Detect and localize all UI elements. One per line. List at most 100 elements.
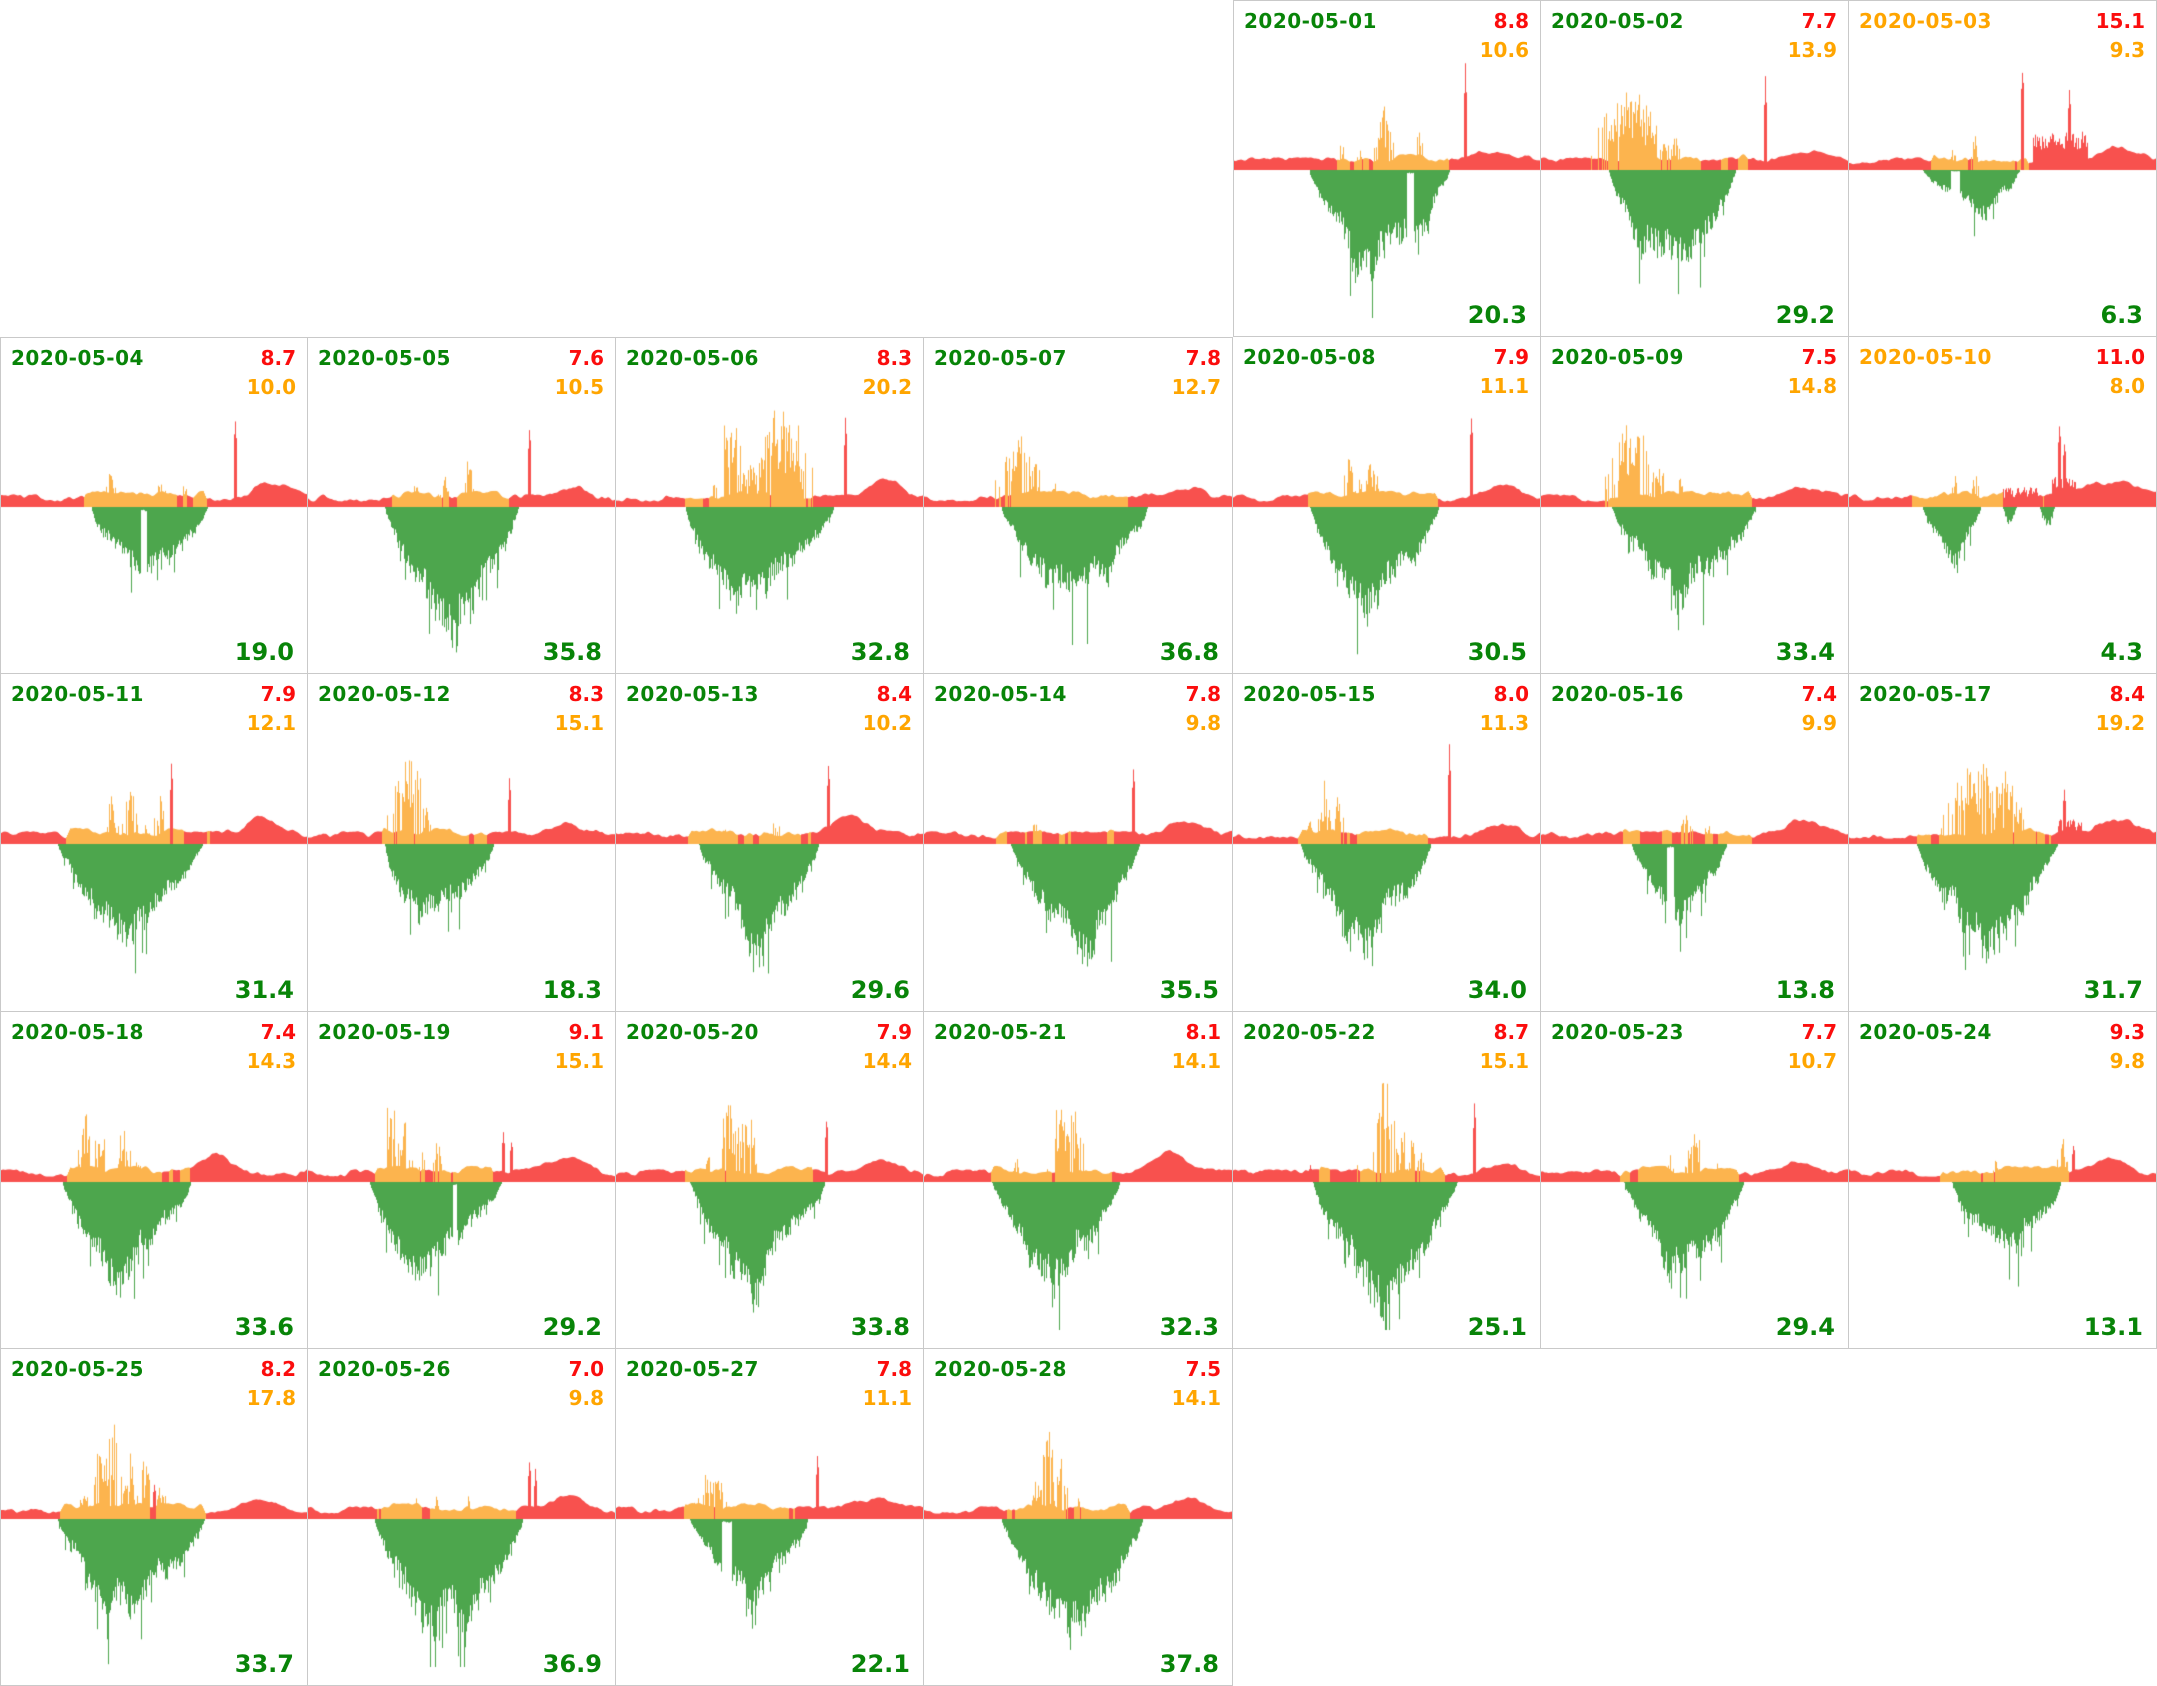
day-cell-2020-05-19: 2020-05-19 9.1 15.1 29.2 — [308, 1012, 616, 1349]
orange-value: 10.7 — [1787, 1049, 1837, 1073]
green-value: 36.9 — [542, 1650, 602, 1678]
date-label: 2020-05-27 — [626, 1357, 759, 1381]
red-value: 11.0 — [2095, 345, 2145, 369]
date-label: 2020-05-22 — [1243, 1020, 1376, 1044]
date-label: 2020-05-09 — [1551, 345, 1684, 369]
day-chart-canvas — [924, 1349, 1232, 1685]
day-cell-2020-05-06: 2020-05-06 8.3 20.2 32.8 — [616, 337, 924, 674]
date-label: 2020-05-16 — [1551, 682, 1684, 706]
date-label: 2020-05-14 — [934, 682, 1067, 706]
day-chart-canvas — [1849, 337, 2156, 673]
day-chart-canvas — [616, 674, 923, 1011]
day-chart-canvas — [616, 1349, 923, 1685]
day-cell-2020-05-02: 2020-05-02 7.7 13.9 29.2 — [1541, 0, 1849, 337]
green-value: 34.0 — [1467, 976, 1527, 1004]
orange-value: 11.3 — [1479, 711, 1529, 735]
day-cell-2020-05-05: 2020-05-05 7.6 10.5 35.8 — [308, 337, 616, 674]
day-cell-2020-05-08: 2020-05-08 7.9 11.1 30.5 — [1233, 337, 1541, 674]
date-label: 2020-05-03 — [1859, 9, 1992, 33]
day-cell-2020-05-14: 2020-05-14 7.8 9.8 35.5 — [924, 674, 1233, 1012]
date-label: 2020-05-15 — [1243, 682, 1376, 706]
day-chart-canvas — [1, 1349, 307, 1685]
orange-value: 9.8 — [568, 1386, 604, 1410]
green-value: 31.7 — [2083, 976, 2143, 1004]
date-label: 2020-05-25 — [11, 1357, 144, 1381]
date-label: 2020-05-28 — [934, 1357, 1067, 1381]
red-value: 8.0 — [1493, 682, 1529, 706]
day-cell-2020-05-25: 2020-05-25 8.2 17.8 33.7 — [0, 1349, 308, 1686]
orange-value: 9.8 — [1185, 711, 1221, 735]
red-value: 7.0 — [568, 1357, 604, 1381]
red-value: 7.8 — [876, 1357, 912, 1381]
orange-value: 11.1 — [1479, 374, 1529, 398]
day-chart-canvas — [1233, 337, 1540, 673]
date-label: 2020-05-26 — [318, 1357, 451, 1381]
orange-value: 15.1 — [1479, 1049, 1529, 1073]
day-chart-canvas — [1, 674, 307, 1011]
day-chart-canvas — [1849, 1012, 2156, 1348]
red-value: 15.1 — [2095, 9, 2145, 33]
day-cell-2020-05-10: 2020-05-10 11.0 8.0 4.3 — [1849, 337, 2157, 674]
green-value: 32.8 — [850, 638, 910, 666]
date-label: 2020-05-04 — [11, 346, 144, 370]
day-cell-2020-05-04: 2020-05-04 8.7 10.0 19.0 — [0, 337, 308, 674]
date-label: 2020-05-02 — [1551, 9, 1684, 33]
orange-value: 9.9 — [1801, 711, 1837, 735]
green-value: 18.3 — [542, 976, 602, 1004]
date-label: 2020-05-21 — [934, 1020, 1067, 1044]
orange-value: 13.9 — [1787, 38, 1837, 62]
green-value: 32.3 — [1159, 1313, 1219, 1341]
orange-value: 15.1 — [554, 1049, 604, 1073]
red-value: 7.5 — [1801, 345, 1837, 369]
red-value: 7.8 — [1185, 682, 1221, 706]
green-value: 13.1 — [2083, 1313, 2143, 1341]
orange-value: 10.2 — [862, 711, 912, 735]
day-chart-canvas — [1541, 1012, 1848, 1348]
green-value: 33.4 — [1775, 638, 1835, 666]
date-label: 2020-05-08 — [1243, 345, 1376, 369]
red-value: 8.3 — [876, 346, 912, 370]
green-value: 13.8 — [1775, 976, 1835, 1004]
day-cell-2020-05-15: 2020-05-15 8.0 11.3 34.0 — [1233, 674, 1541, 1012]
orange-value: 9.3 — [2109, 38, 2145, 62]
day-cell-2020-05-20: 2020-05-20 7.9 14.4 33.8 — [616, 1012, 924, 1349]
green-value: 19.0 — [234, 638, 294, 666]
orange-value: 19.2 — [2095, 711, 2145, 735]
date-label: 2020-05-19 — [318, 1020, 451, 1044]
date-label: 2020-05-12 — [318, 682, 451, 706]
red-value: 8.4 — [876, 682, 912, 706]
green-value: 22.1 — [850, 1650, 910, 1678]
day-cell-2020-05-18: 2020-05-18 7.4 14.3 33.6 — [0, 1012, 308, 1349]
red-value: 7.5 — [1185, 1357, 1221, 1381]
green-value: 20.3 — [1467, 301, 1527, 329]
red-value: 7.4 — [260, 1020, 296, 1044]
green-value: 29.2 — [542, 1313, 602, 1341]
day-chart-canvas — [308, 674, 615, 1011]
day-cell-2020-05-22: 2020-05-22 8.7 15.1 25.1 — [1233, 1012, 1541, 1349]
date-label: 2020-05-01 — [1244, 9, 1377, 33]
red-value: 8.7 — [1493, 1020, 1529, 1044]
day-cell-2020-05-13: 2020-05-13 8.4 10.2 29.6 — [616, 674, 924, 1012]
orange-value: 10.6 — [1479, 38, 1529, 62]
day-chart-canvas — [924, 338, 1232, 673]
orange-value: 8.0 — [2109, 374, 2145, 398]
day-chart-canvas — [616, 1012, 923, 1348]
day-cell-2020-05-11: 2020-05-11 7.9 12.1 31.4 — [0, 674, 308, 1012]
date-label: 2020-05-05 — [318, 346, 451, 370]
orange-value: 14.3 — [246, 1049, 296, 1073]
red-value: 7.7 — [1801, 9, 1837, 33]
green-value: 29.4 — [1775, 1313, 1835, 1341]
day-cell-2020-05-26: 2020-05-26 7.0 9.8 36.9 — [308, 1349, 616, 1686]
day-cell-2020-05-01: 2020-05-01 8.8 10.6 20.3 — [1233, 0, 1541, 337]
day-chart-canvas — [616, 338, 923, 673]
red-value: 8.1 — [1185, 1020, 1221, 1044]
red-value: 8.8 — [1493, 9, 1529, 33]
orange-value: 14.1 — [1171, 1049, 1221, 1073]
green-value: 29.6 — [850, 976, 910, 1004]
day-cell-2020-05-28: 2020-05-28 7.5 14.1 37.8 — [924, 1349, 1233, 1686]
date-label: 2020-05-17 — [1859, 682, 1992, 706]
date-label: 2020-05-06 — [626, 346, 759, 370]
orange-value: 14.8 — [1787, 374, 1837, 398]
green-value: 33.8 — [850, 1313, 910, 1341]
